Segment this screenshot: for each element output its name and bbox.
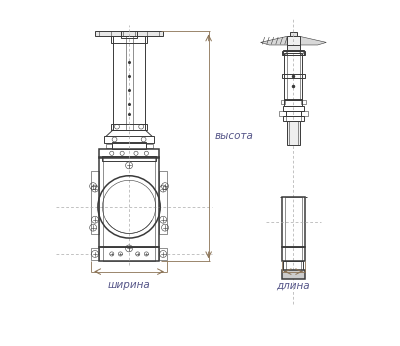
Bar [126, 36, 132, 130]
Bar [286, 36, 300, 46]
Text: длина: длина [277, 280, 310, 290]
Bar [103, 157, 155, 247]
Bar [290, 32, 297, 36]
Bar [282, 270, 305, 279]
Bar [301, 111, 308, 116]
Bar [283, 50, 304, 55]
Bar [106, 144, 112, 148]
Bar [287, 53, 300, 100]
Bar [99, 149, 159, 158]
Bar [283, 261, 304, 270]
Bar [281, 100, 286, 104]
Bar [91, 248, 99, 260]
Bar [113, 36, 145, 130]
Bar [282, 197, 305, 247]
Bar [91, 171, 99, 234]
Bar [283, 116, 304, 121]
Bar [99, 157, 159, 247]
Bar [104, 136, 154, 143]
Text: ширина: ширина [108, 280, 150, 290]
Bar [279, 111, 286, 116]
Bar [111, 124, 147, 130]
Bar [159, 171, 167, 234]
Bar [95, 31, 163, 36]
Bar [103, 247, 155, 261]
Text: высота: высота [215, 131, 254, 141]
Bar [282, 247, 305, 261]
Bar [287, 45, 300, 51]
Polygon shape [300, 36, 326, 45]
Bar [112, 142, 146, 149]
Bar [102, 156, 156, 161]
Bar [282, 74, 305, 79]
Bar [99, 247, 159, 261]
Bar [282, 51, 305, 55]
Bar [284, 99, 302, 106]
Bar [285, 247, 302, 261]
Bar [301, 100, 306, 104]
Bar [286, 111, 301, 116]
Bar [111, 36, 147, 43]
Bar [286, 121, 300, 145]
Bar [122, 31, 137, 38]
Bar [284, 53, 302, 100]
Bar [285, 197, 302, 247]
Bar [283, 106, 304, 111]
Bar [146, 144, 152, 148]
Bar [159, 248, 167, 260]
Polygon shape [260, 36, 287, 45]
